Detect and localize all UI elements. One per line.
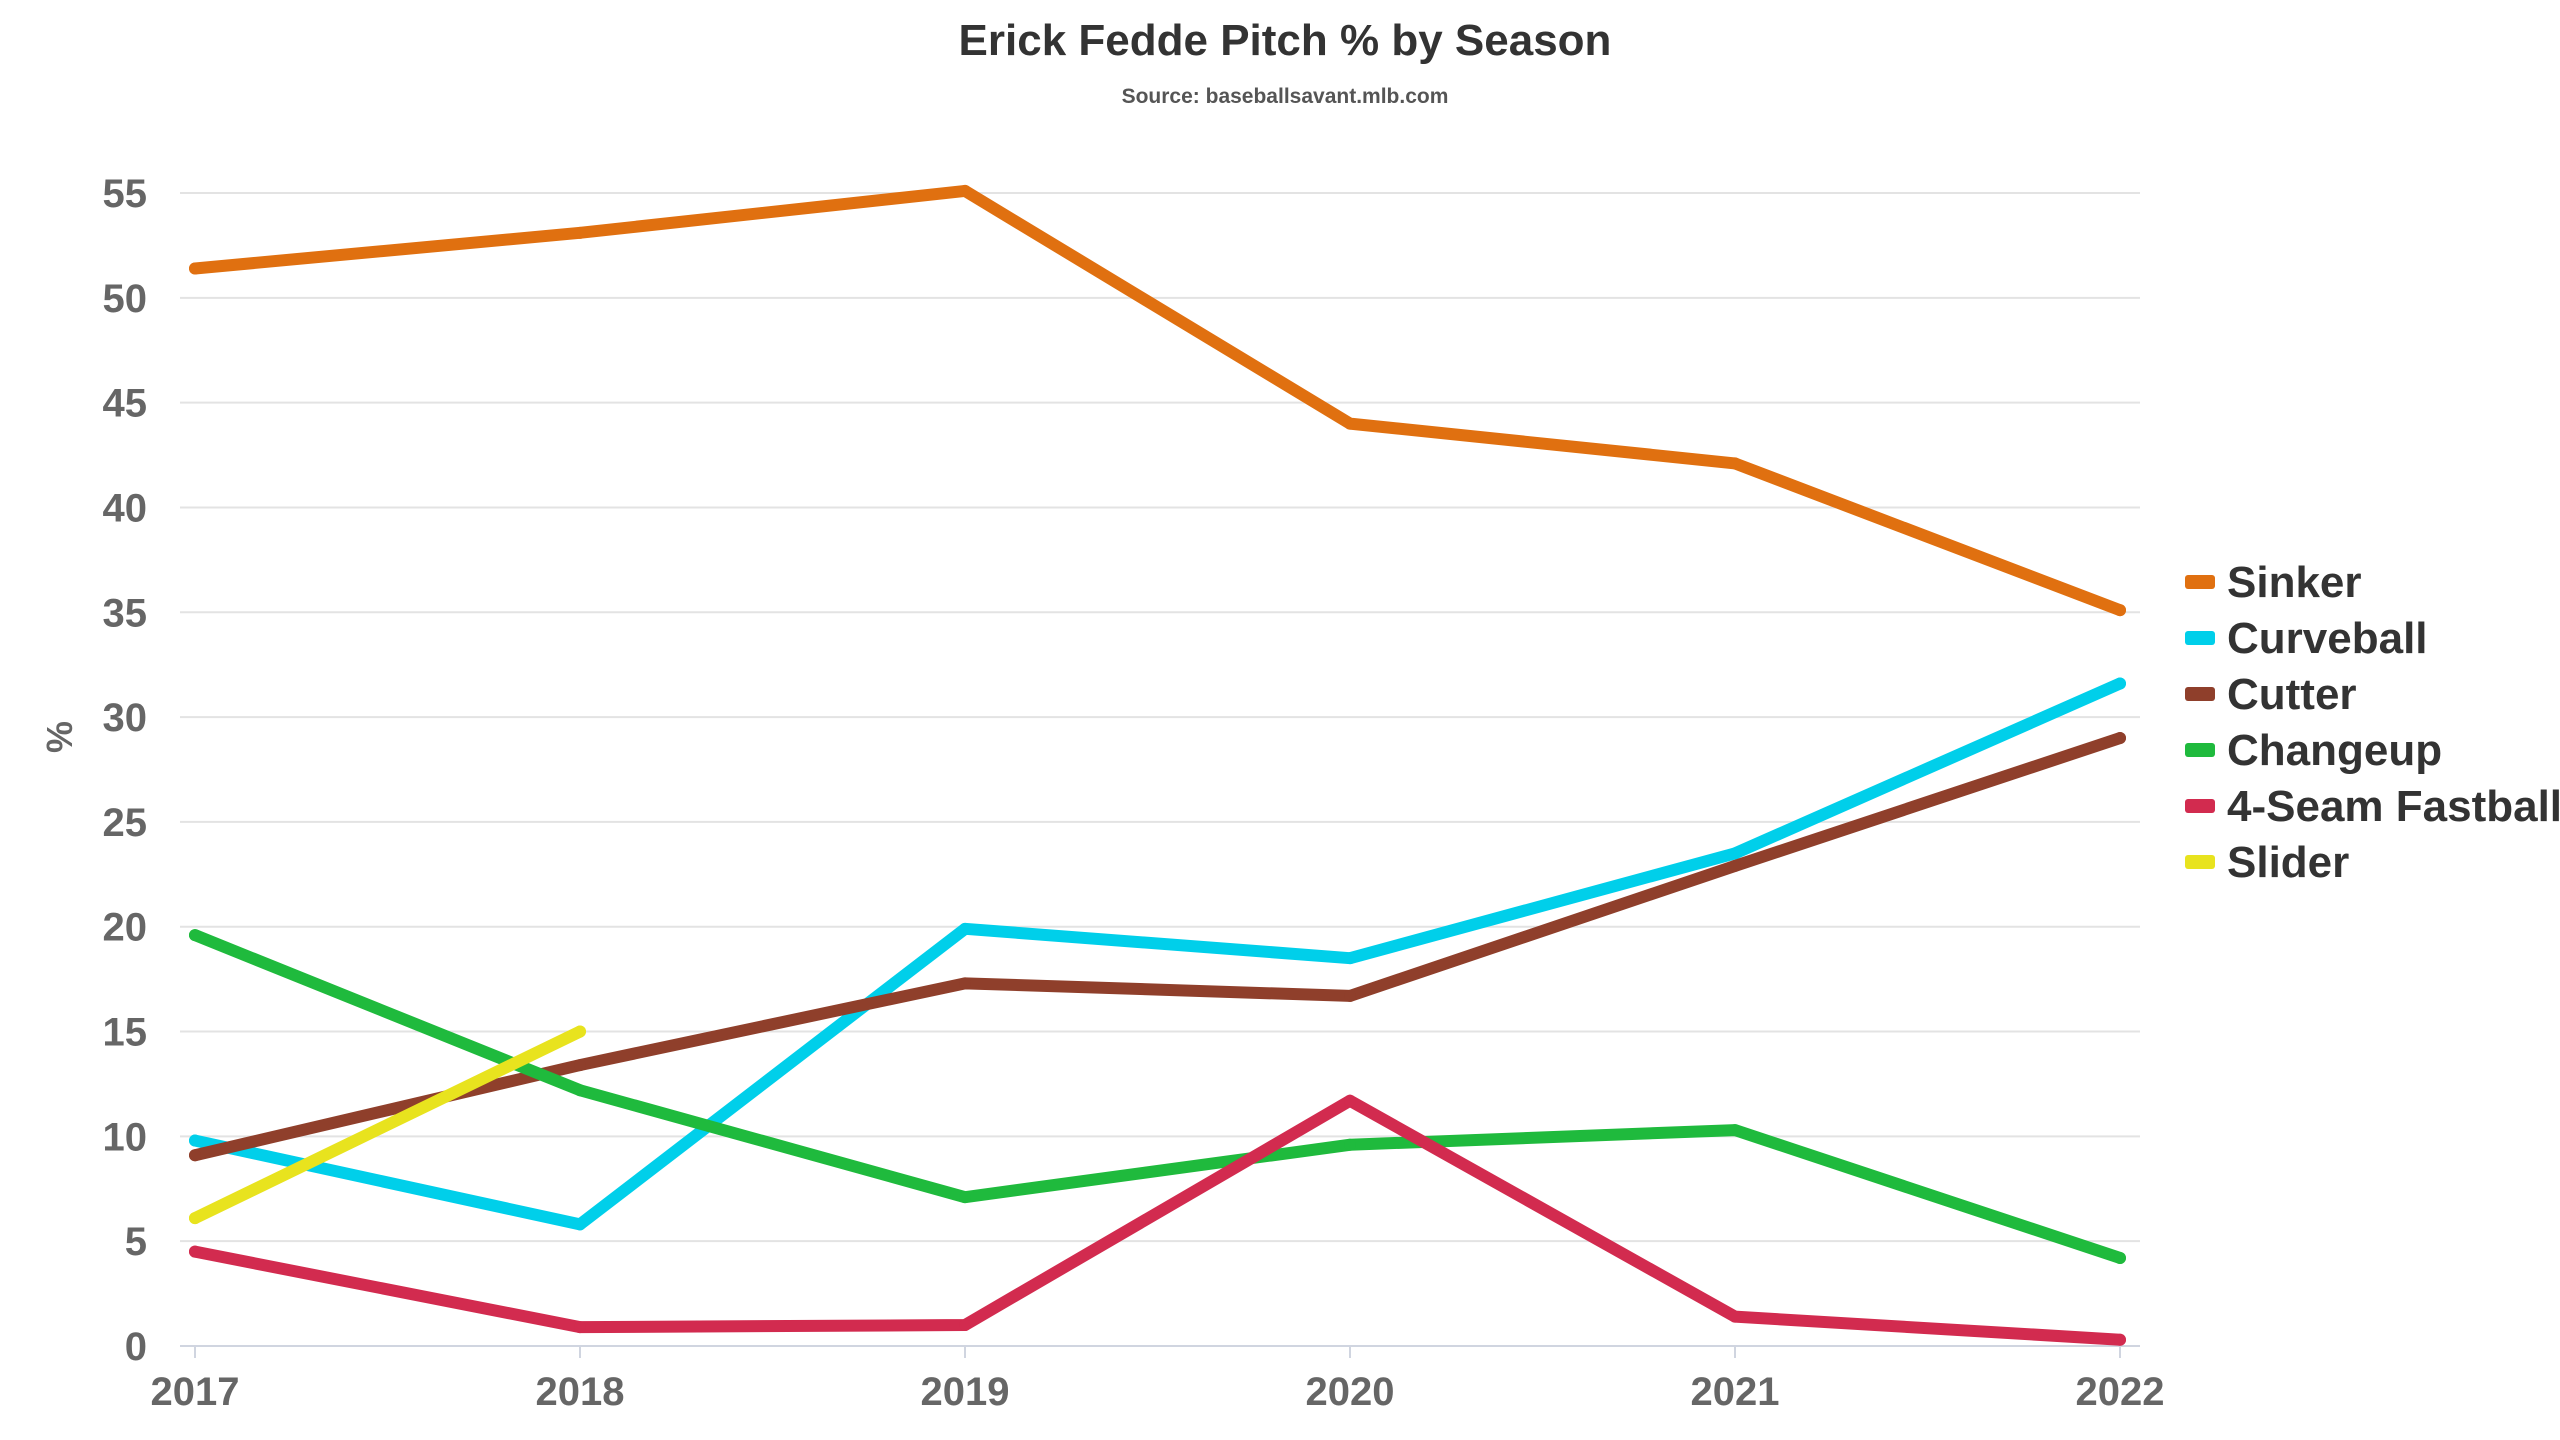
- legend-item[interactable]: 4-Seam Fastball: [2185, 782, 2560, 831]
- data-point: [2114, 1251, 2126, 1264]
- data-point: [1729, 847, 1741, 860]
- data-point: [189, 1245, 201, 1258]
- legend-label: Changeup: [2227, 726, 2442, 775]
- data-point: [574, 1025, 586, 1038]
- legend-swatch: [2185, 743, 2215, 757]
- legend-label: 4-Seam Fastball: [2227, 782, 2560, 831]
- x-tick-label: 2019: [921, 1370, 1010, 1414]
- legend-label: Cutter: [2227, 670, 2357, 719]
- x-tick-label: 2018: [536, 1370, 625, 1414]
- legend-swatch: [2185, 799, 2215, 813]
- data-point: [959, 977, 971, 990]
- series-4-seam-fastball: [189, 1094, 2126, 1346]
- data-point: [574, 1218, 586, 1231]
- legend-swatch: [2185, 575, 2215, 589]
- data-point: [2114, 732, 2126, 745]
- data-point: [1344, 1138, 1356, 1151]
- legend-item[interactable]: Curveball: [2185, 614, 2428, 663]
- y-tick-label: 15: [103, 1011, 148, 1055]
- series-cutter: [189, 732, 2126, 1162]
- legend-swatch: [2185, 687, 2215, 701]
- chart-title: Erick Fedde Pitch % by Season: [959, 16, 1612, 65]
- x-tick-label: 2022: [2076, 1370, 2165, 1414]
- legend-label: Slider: [2227, 838, 2349, 887]
- legend-item[interactable]: Changeup: [2185, 726, 2442, 775]
- y-tick-label: 5: [125, 1220, 147, 1264]
- y-axis-label: %: [39, 721, 80, 753]
- grid-lines: [180, 192, 2140, 1243]
- axes: 0 5 10 15 20 25 30 35 40 45 50 55 2017 2018 2019 2020 20…: [103, 172, 2165, 1414]
- data-point: [574, 226, 586, 239]
- legend-item[interactable]: Cutter: [2185, 670, 2357, 719]
- data-point: [1729, 1310, 1741, 1323]
- data-point: [189, 1212, 201, 1225]
- series-line: [189, 1025, 586, 1225]
- y-tick-label: 45: [103, 382, 148, 426]
- legend-swatch: [2185, 855, 2215, 869]
- series-line: [189, 1094, 2126, 1346]
- legend-label: Curveball: [2227, 614, 2428, 663]
- data-point: [1729, 859, 1741, 872]
- legend-item[interactable]: Slider: [2185, 838, 2349, 887]
- data-point: [1729, 1124, 1741, 1137]
- y-tick-label: 50: [103, 277, 148, 321]
- data-point: [189, 262, 201, 275]
- data-point: [2114, 677, 2126, 690]
- data-point: [1344, 952, 1356, 965]
- series-line: [189, 732, 2126, 1162]
- series-sinker: [189, 184, 2126, 617]
- legend: Sinker Curveball Cutter Changeup 4-Seam Fast…: [2185, 558, 2560, 887]
- legend-item[interactable]: Sinker: [2185, 558, 2362, 607]
- data-point: [189, 1149, 201, 1162]
- y-tick-label: 25: [103, 801, 148, 845]
- series-line: [189, 184, 2126, 617]
- y-tick-label: 20: [103, 906, 148, 950]
- data-point: [574, 1059, 586, 1072]
- x-tick-label: 2017: [151, 1370, 240, 1414]
- data-point: [1344, 989, 1356, 1002]
- y-tick-label: 55: [103, 172, 148, 216]
- data-point: [574, 1084, 586, 1097]
- chart-subtitle: Source: baseballsavant.mlb.com: [1122, 85, 1449, 108]
- data-point: [1344, 417, 1356, 430]
- data-point: [189, 929, 201, 942]
- y-tick-label: 10: [103, 1115, 148, 1159]
- data-point: [959, 922, 971, 935]
- y-tick-label: 0: [125, 1325, 147, 1369]
- legend-label: Sinker: [2227, 558, 2362, 607]
- data-point: [2114, 1333, 2126, 1346]
- data-point: [959, 184, 971, 197]
- x-tick-label: 2020: [1306, 1370, 1395, 1414]
- series-lines: [189, 184, 2126, 1346]
- data-point: [1729, 457, 1741, 470]
- legend-swatch: [2185, 631, 2215, 645]
- y-tick-label: 35: [103, 591, 148, 635]
- data-point: [2114, 604, 2126, 617]
- series-line: [189, 677, 2126, 1231]
- data-point: [574, 1321, 586, 1334]
- y-tick-label: 30: [103, 696, 148, 740]
- data-point: [959, 1319, 971, 1332]
- series-slider: [189, 1025, 586, 1225]
- data-point: [189, 1134, 201, 1147]
- data-point: [959, 1191, 971, 1204]
- series-curveball: [189, 677, 2126, 1231]
- y-tick-label: 40: [103, 486, 148, 530]
- data-point: [1344, 1094, 1356, 1107]
- x-tick-label: 2021: [1691, 1370, 1780, 1414]
